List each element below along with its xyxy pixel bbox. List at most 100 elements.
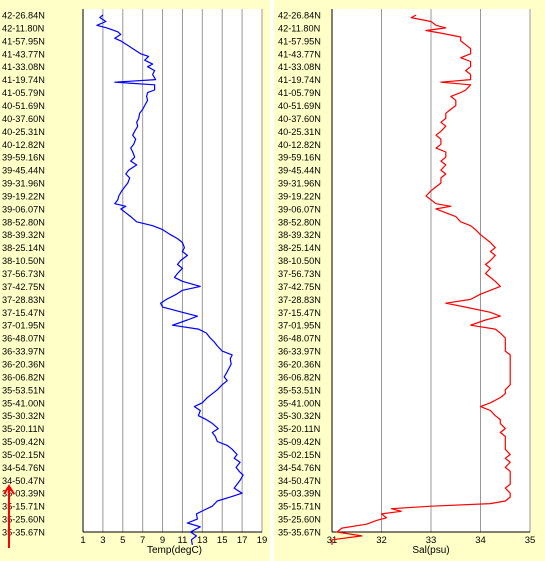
y-tick-label: 39-45.44N — [2, 166, 45, 176]
y-tick-label: 41-43.77N — [278, 49, 321, 59]
y-tick-label: 34-50.47N — [2, 476, 45, 486]
x-tick-label: 5 — [120, 535, 125, 546]
y-tick-label: 36-20.36N — [278, 359, 321, 369]
y-tick-label: 36-06.82N — [278, 372, 321, 382]
x-tick-label: 9 — [160, 535, 165, 546]
y-tick-label: 37-42.75N — [278, 282, 321, 292]
x-tick-label: 15 — [217, 535, 228, 546]
y-tick-label: 40-12.82N — [278, 140, 321, 150]
y-tick-label: 39-19.22N — [2, 191, 45, 201]
x-axis-label: Temp(degC) — [147, 545, 202, 556]
series-line — [96, 14, 244, 546]
y-tick-label: 40-37.60N — [2, 114, 45, 124]
y-tick-label: 36-33.97N — [2, 347, 45, 357]
y-tick-label: 35-09.42N — [278, 437, 321, 447]
y-tick-label: 39-06.07N — [2, 204, 45, 214]
y-tick-label: 35-53.51N — [2, 385, 45, 395]
y-tick-label: 34-54.76N — [2, 463, 45, 473]
y-tick-label: 35-02.15N — [2, 450, 45, 460]
y-tick-label: 38-52.80N — [2, 217, 45, 227]
y-tick-label: 35-35.67N — [2, 528, 45, 538]
y-tick-label: 36-48.07N — [278, 334, 321, 344]
y-tick-label: 39-31.96N — [2, 179, 45, 189]
x-tick-label: 13 — [197, 535, 208, 546]
y-tick-label: 38-25.14N — [278, 243, 321, 253]
y-tick-label: 40-12.82N — [2, 140, 45, 150]
series-line — [331, 14, 511, 545]
y-tick-label: 35-35.67N — [278, 528, 321, 538]
y-tick-label: 35-15.71N — [2, 502, 45, 512]
x-tick-label: 17 — [237, 535, 248, 546]
y-tick-label: 37-42.75N — [2, 282, 45, 292]
y-tick-label: 35-03.39N — [278, 489, 321, 499]
y-tick-label: 40-51.69N — [2, 101, 45, 111]
y-tick-label: 41-19.74N — [2, 75, 45, 85]
y-tick-label: 41-43.77N — [2, 49, 45, 59]
y-tick-label: 41-57.95N — [2, 36, 45, 46]
y-tick-label: 41-05.79N — [278, 88, 321, 98]
y-tick-label: 37-28.83N — [278, 295, 321, 305]
y-tick-label: 35-02.15N — [278, 450, 321, 460]
y-tick-label: 37-56.73N — [2, 269, 45, 279]
plot-area — [83, 9, 262, 532]
y-tick-label: 36-33.97N — [278, 347, 321, 357]
y-tick-label: 35-20.11N — [278, 424, 320, 434]
temperature-panel: 42-26.84N 42-11.80N 41-57.95N 41-43.77N 41-3… — [0, 0, 270, 561]
y-tick-label: 37-56.73N — [278, 269, 321, 279]
x-tick-label: 7 — [140, 535, 145, 546]
y-tick-label: 42-11.80N — [278, 23, 320, 33]
x-tick-label: 32 — [376, 535, 387, 546]
x-axis-label: Sal(psu) — [412, 545, 449, 556]
y-tick-label: 37-15.47N — [2, 308, 45, 318]
y-tick-label: 39-59.16N — [278, 153, 321, 163]
y-tick-label: 39-19.22N — [278, 191, 321, 201]
y-tick-label: 39-45.44N — [278, 166, 321, 176]
y-tick-label: 36-48.07N — [2, 334, 45, 344]
y-tick-label: 36-20.36N — [2, 359, 45, 369]
x-tick-label: 11 — [178, 535, 188, 546]
y-tick-label: 35-15.71N — [278, 502, 321, 512]
y-tick-label: 35-20.11N — [2, 424, 44, 434]
x-tick-label: 1 — [80, 535, 85, 546]
y-tick-label: 35-03.39N — [2, 489, 45, 499]
y-tick-label: 34-54.76N — [278, 463, 321, 473]
y-tick-label: 36-06.82N — [2, 372, 45, 382]
y-tick-label: 39-31.96N — [278, 179, 321, 189]
y-tick-label: 41-19.74N — [278, 75, 321, 85]
y-tick-label: 38-52.80N — [278, 217, 321, 227]
y-tick-label: 40-25.31N — [2, 127, 45, 137]
salinity-panel: 42-26.84N 42-11.80N 41-57.95N 41-43.77N 41-3… — [274, 0, 545, 561]
y-tick-label: 40-51.69N — [278, 101, 321, 111]
x-tick-label: 19 — [257, 535, 268, 546]
y-tick-label: 38-10.50N — [2, 256, 45, 266]
x-tick-label: 33 — [426, 535, 437, 546]
y-tick-label: 40-25.31N — [278, 127, 321, 137]
temperature-chart: 42-26.84N 42-11.80N 41-57.95N 41-43.77N 41-3… — [2, 9, 268, 556]
y-tick-label: 41-33.08N — [278, 62, 321, 72]
y-tick-label: 35-25.60N — [278, 515, 321, 525]
y-tick-label: 35-41.00N — [278, 398, 321, 408]
y-tick-label: 38-25.14N — [2, 243, 45, 253]
y-tick-label: 39-59.16N — [2, 153, 45, 163]
y-tick-label: 42-26.84N — [2, 11, 45, 21]
up-arrow-icon — [3, 484, 15, 550]
y-tick-label: 35-09.42N — [2, 437, 45, 447]
y-tick-label: 41-57.95N — [278, 36, 321, 46]
y-tick-label: 38-10.50N — [278, 256, 321, 266]
y-tick-label: 35-30.32N — [2, 411, 45, 421]
y-tick-label: 38-39.32N — [278, 230, 321, 240]
y-tick-label: 37-15.47N — [278, 308, 321, 318]
salinity-chart: 42-26.84N 42-11.80N 41-57.95N 41-43.77N 41-3… — [278, 9, 535, 556]
y-tick-label: 42-11.80N — [2, 23, 44, 33]
y-tick-label: 35-53.51N — [278, 385, 321, 395]
y-tick-label: 34-50.47N — [278, 476, 321, 486]
y-tick-label: 41-05.79N — [2, 88, 45, 98]
y-tick-label: 40-37.60N — [278, 114, 321, 124]
y-tick-label: 41-33.08N — [2, 62, 45, 72]
panel-divider — [270, 0, 274, 561]
y-tick-label: 35-25.60N — [2, 515, 45, 525]
y-tick-label: 42-26.84N — [278, 11, 321, 21]
y-tick-label: 38-39.32N — [2, 230, 45, 240]
x-tick-label: 34 — [475, 535, 486, 546]
y-tick-label: 35-30.32N — [278, 411, 321, 421]
